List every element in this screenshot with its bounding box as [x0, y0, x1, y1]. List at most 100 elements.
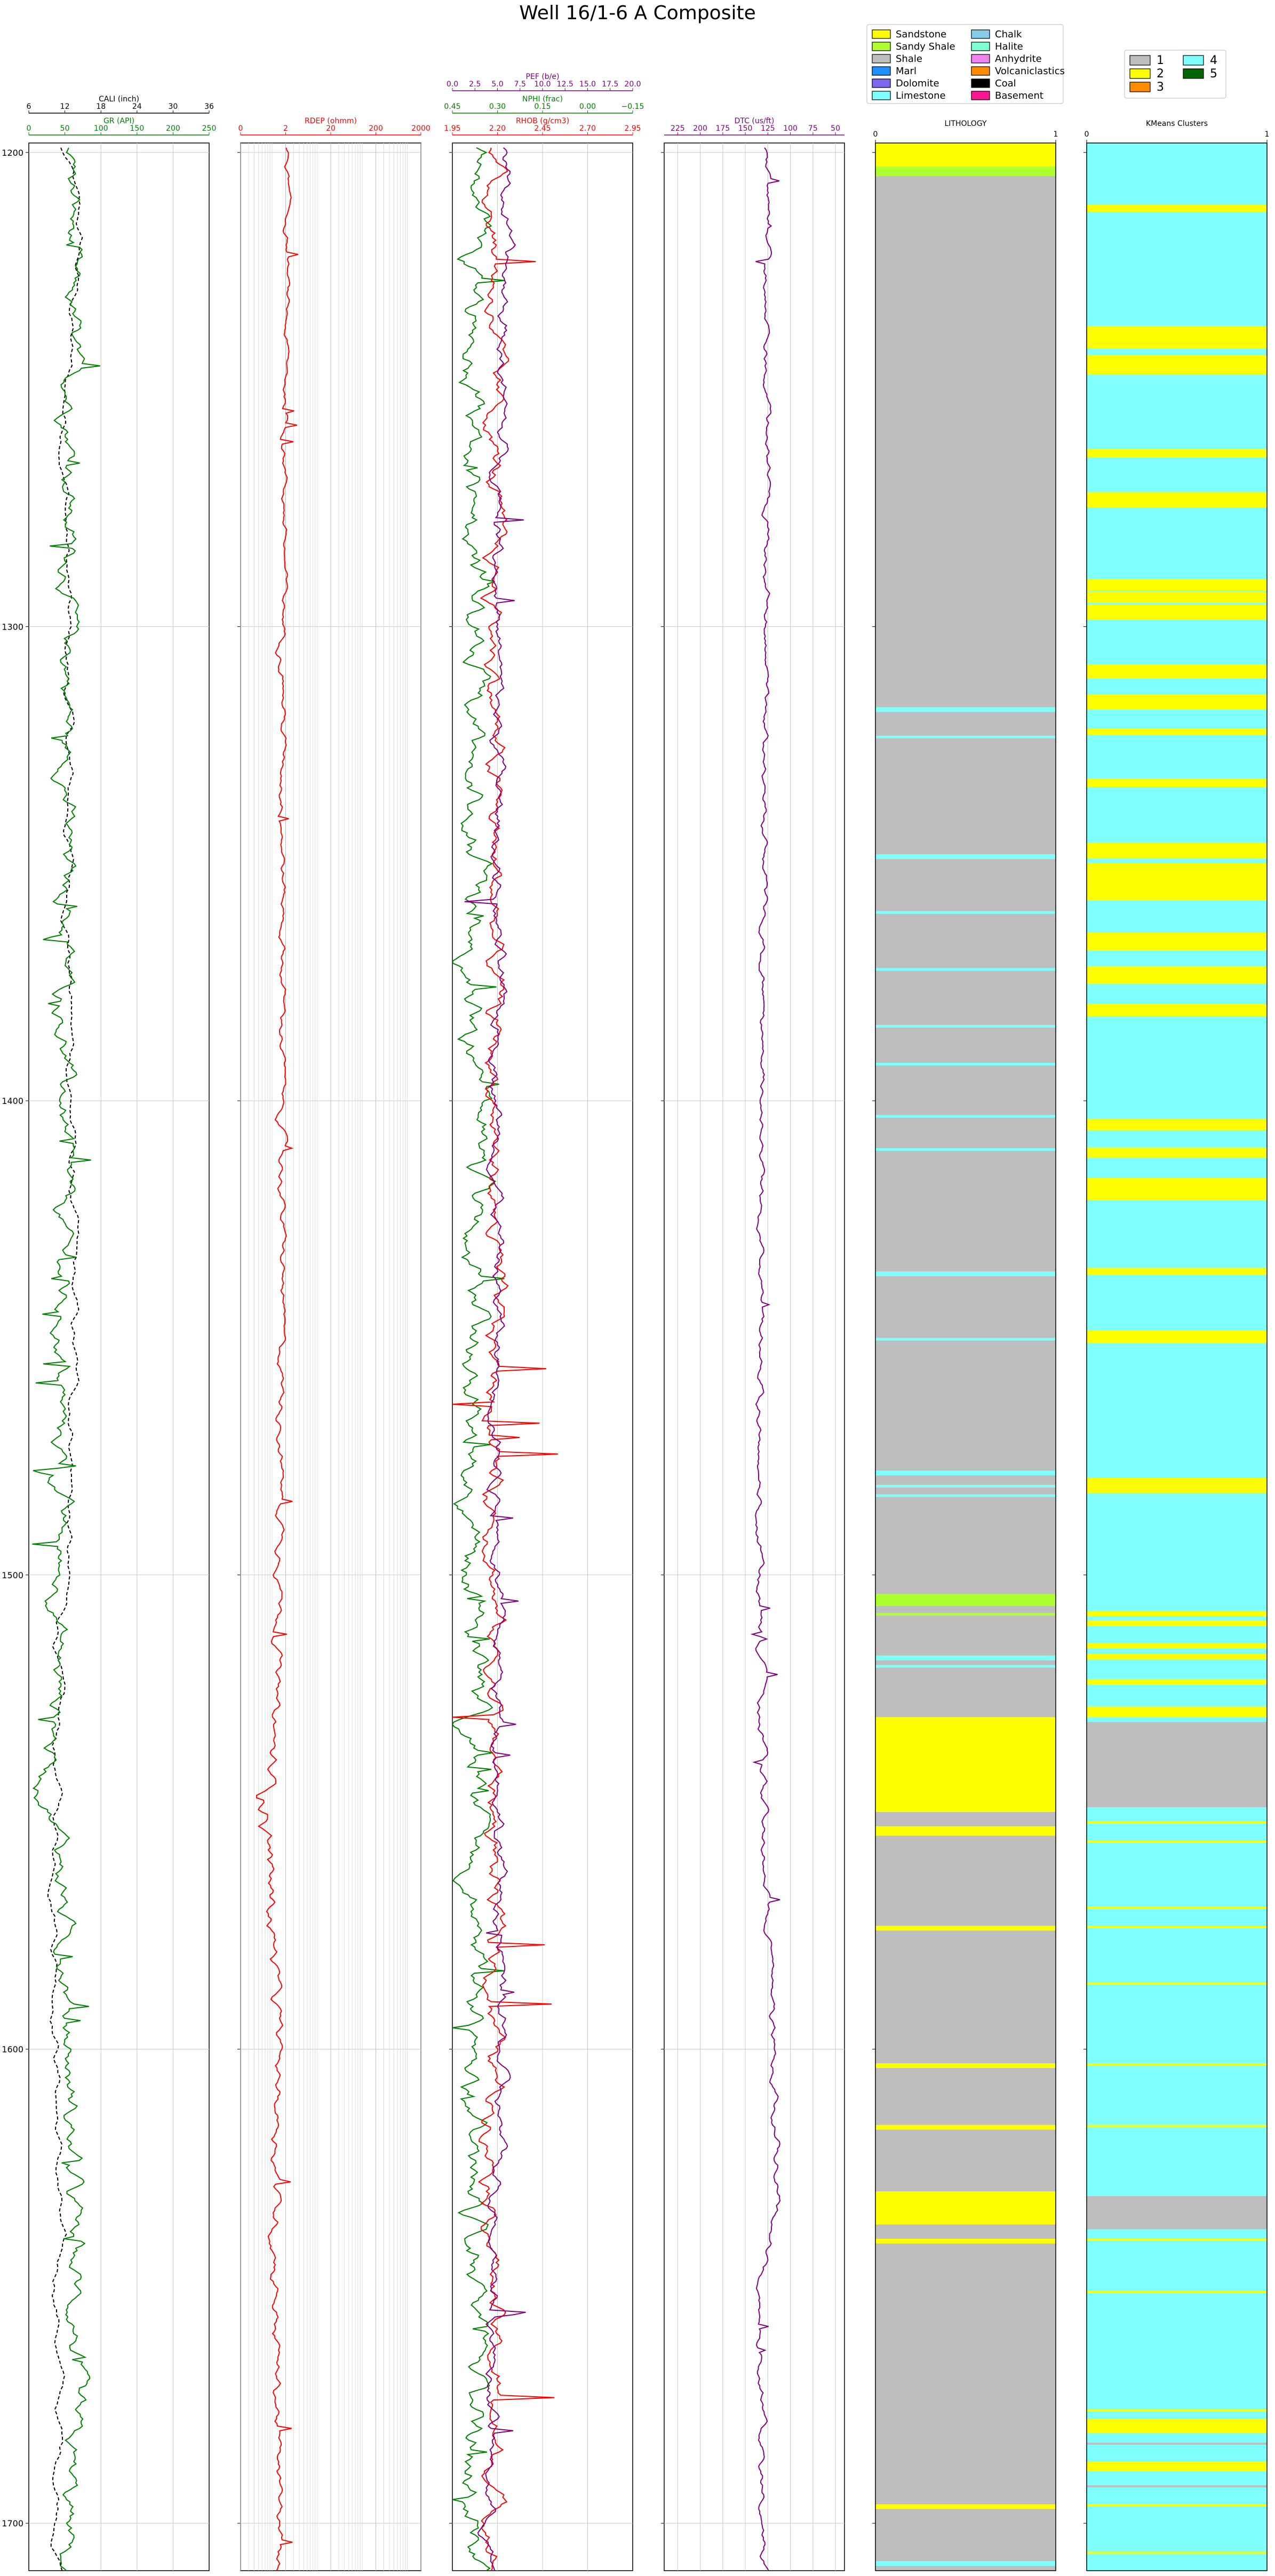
cluster-band [1087, 1477, 1267, 1493]
interval-band [875, 2063, 1056, 2069]
curve-tick-label: 17.5 [602, 80, 618, 89]
curve-tick-label: 2.5 [469, 80, 481, 89]
interval-stringer [875, 911, 1056, 914]
curve-tick-label: 175 [715, 124, 730, 133]
cluster-band [1087, 355, 1267, 368]
nphi-curve [451, 147, 505, 2571]
cluster-band [1087, 492, 1267, 507]
depth-tick-label: 1600 [2, 2044, 23, 2054]
legend-swatch [971, 29, 990, 39]
legend-label: Sandstone [896, 29, 946, 40]
cluster-band [1087, 842, 1267, 858]
cluster-band [1087, 1983, 1267, 1985]
track-kmeans: 0 1 KMeans Clusters [1083, 120, 1269, 2571]
pef-curve [464, 147, 526, 2571]
figure-title: Well 16/1-6 A Composite [519, 2, 755, 24]
interval-band [875, 1717, 1056, 1812]
depth-tick-label: 1300 [2, 622, 23, 632]
track-rdep: 0 2 20 200 2000 RDEP (ohmm) [237, 117, 431, 2571]
legend-label: Coal [995, 78, 1016, 89]
interval-stringer [875, 1024, 1056, 1028]
x-tick-label: 0 [873, 130, 878, 139]
cluster-band [1087, 579, 1267, 591]
curve-tick-label: 100 [94, 124, 108, 133]
legend-label: 4 [1210, 54, 1217, 67]
interval-stringer [875, 1665, 1056, 1668]
curve-tick-label: 12.5 [557, 80, 573, 89]
legend-label: 1 [1157, 54, 1164, 67]
interval-band [875, 2504, 1056, 2509]
curve-tick-label: 2.45 [534, 124, 551, 133]
curve-tick-label: 200 [166, 124, 180, 133]
cluster-band [1087, 2504, 1267, 2507]
legend-label: Limestone [896, 90, 946, 101]
interval-band [875, 1271, 1056, 1276]
curve-tick-label: 150 [130, 124, 144, 133]
rdep-curve [256, 147, 299, 2571]
legend-swatch [872, 66, 891, 76]
track-title: KMeans Clusters [1146, 120, 1208, 128]
legend-label: 2 [1157, 67, 1164, 81]
interval-band [875, 1655, 1056, 1660]
curve-tick-label: 2.95 [624, 124, 641, 133]
curve-axis-label: NPHI (frac) [522, 95, 563, 104]
track-frame [28, 142, 210, 2571]
cluster-band [1087, 2551, 1267, 2554]
curve-tick-label: 50 [60, 124, 70, 133]
interval-band [1087, 2461, 1267, 2471]
curve-tick-label: 7.5 [514, 80, 526, 89]
curve-tick-label: 0.30 [489, 102, 506, 111]
cluster-band [1087, 2485, 1267, 2488]
cluster-band [1087, 1118, 1267, 1131]
interval-stringer [875, 1115, 1056, 1118]
cluster-band [1087, 1178, 1267, 1200]
curve-tick-label: 0 [238, 124, 243, 133]
interval-band [875, 1470, 1056, 1476]
cluster-band [1087, 1268, 1267, 1275]
curve-tick-label: −0.15 [621, 102, 644, 111]
cluster-band [1087, 2238, 1267, 2241]
cluster-band [1087, 449, 1267, 457]
depth-tick-label: 1200 [2, 148, 23, 158]
curve-tick-label: 24 [132, 102, 142, 111]
curve-tick-label: 5.0 [491, 80, 503, 89]
curve-axis-label: RDEP (ohmm) [305, 117, 357, 125]
interval-background [1087, 143, 1267, 2571]
interval-band [875, 166, 1056, 177]
legend-swatch [872, 54, 891, 63]
curve-tick-label: 0.0 [447, 80, 458, 89]
interval-band [1087, 2196, 1267, 2230]
legend-label: Volcaniclastics [995, 66, 1065, 77]
legend-label: Sandy Shale [896, 41, 955, 52]
cluster-band [1087, 1643, 1267, 1649]
interval-band [875, 1594, 1056, 1604]
legend-label: Shale [896, 53, 922, 65]
curve-tick-label: 75 [808, 124, 818, 133]
curve-tick-label: 200 [693, 124, 707, 133]
curve-tick-label: 250 [202, 124, 217, 133]
legend-label: Anhydrite [995, 53, 1042, 65]
track-rhob-nphi-pef: 0.0 2.5 5.0 7.5 10.0 12.5 15.0 17.5 20.0 PEF (b/e… [444, 73, 644, 2571]
cluster-legend: 123 45 [1124, 50, 1226, 99]
interval-band [1087, 1707, 1267, 1718]
cluster-band [1087, 604, 1267, 620]
legend-swatch [872, 42, 891, 51]
interval-stringer [875, 1603, 1056, 1607]
curve-tick-label: 10.0 [534, 80, 551, 89]
curve-tick-label: 2000 [411, 124, 431, 133]
track-title: LITHOLOGY [944, 120, 986, 128]
rhob-curve [452, 147, 559, 2571]
curve-axis-label: DTC (us/ft) [735, 117, 775, 125]
legend-label: Halite [995, 41, 1023, 52]
depth-tick-label: 1700 [2, 2518, 23, 2529]
legend-swatch [971, 78, 990, 88]
cluster-band [1087, 1620, 1267, 1626]
legend-swatch [971, 42, 990, 51]
gr-curve [32, 147, 100, 2571]
dtc-curve [750, 147, 781, 2571]
curve-tick-label: 0.00 [579, 102, 596, 111]
curve-tick-label: 2.20 [489, 124, 506, 133]
curve-axis-label: RHOB (g/cm3) [516, 117, 569, 125]
